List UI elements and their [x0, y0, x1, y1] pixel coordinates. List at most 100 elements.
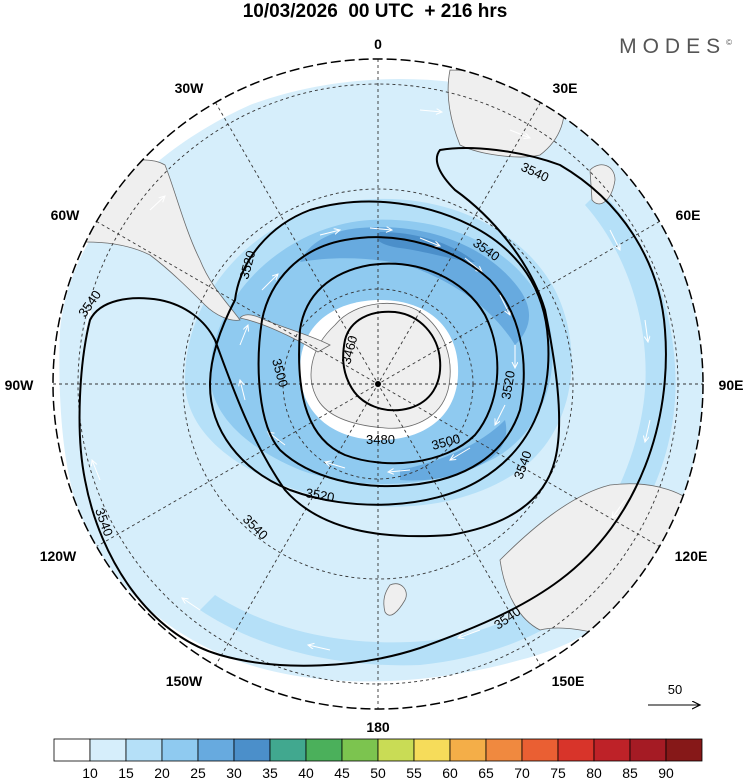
- wind-arrow: [319, 230, 340, 236]
- wind-arrow: [149, 196, 165, 211]
- wind-arrow: [464, 257, 482, 272]
- colorbar-swatch: [269, 738, 307, 762]
- colorbar-swatch: [377, 738, 415, 762]
- longitude-labels: 0 30E 60E 90E 120E 150E 180 150W 120W 90…: [5, 36, 744, 735]
- wind-arrow: [84, 310, 90, 331]
- colorbar-swatch: [413, 738, 451, 762]
- colorbar-swatch: [593, 738, 631, 762]
- colorbar-tick-label: 85: [622, 765, 638, 781]
- wind-arrow: [388, 470, 411, 472]
- colorbar-tick-label: 60: [442, 765, 458, 781]
- colorbar-swatch: [521, 738, 559, 762]
- wind-arrow: [325, 462, 346, 469]
- colorbar-tick-label: 45: [334, 765, 350, 781]
- colorbar-tick-label: 80: [586, 765, 602, 781]
- wind-arrow: [612, 499, 626, 518]
- wind-vectors: [84, 110, 651, 651]
- colorbar-tick-label: 90: [658, 765, 674, 781]
- lon-label-120e: 120E: [675, 548, 708, 564]
- wind-arrow: [92, 460, 101, 481]
- wind-arrow: [240, 380, 246, 401]
- contour-label-3520: 3520: [304, 485, 335, 505]
- wind-arrow: [261, 274, 278, 291]
- colorbar-swatch: [341, 738, 379, 762]
- contour-3480: [298, 262, 499, 465]
- colorbar-tick-label: 65: [478, 765, 494, 781]
- colorbar: 10 15 20 25 30 35 40 45 50 55 60 65 70 75 80 85 90: [53, 738, 703, 781]
- colorbar-swatch: [665, 738, 703, 762]
- lon-label-120w: 120W: [40, 548, 77, 564]
- contour-3500: [257, 236, 525, 488]
- wind-band-south: [200, 595, 560, 666]
- wind-arrow: [495, 404, 506, 425]
- contour-3540-outer: [78, 147, 667, 667]
- reference-vector: 50: [648, 682, 700, 705]
- wind-arrow: [645, 419, 651, 442]
- colorbar-swatch: [161, 738, 199, 762]
- contour-label-3520: 3520: [498, 369, 518, 400]
- colorbar-swatch: [89, 738, 127, 762]
- colorbar-swatch: [305, 738, 343, 762]
- jet-core: [300, 227, 530, 345]
- colorbar-tick-label: 50: [370, 765, 386, 781]
- colorbar-swatch: [125, 738, 163, 762]
- wind-arrow: [419, 237, 440, 246]
- colorbar-tick-label: 75: [550, 765, 566, 781]
- colorbar-tick-label: 25: [190, 765, 206, 781]
- contour-label-3460: 3460: [338, 334, 360, 366]
- reference-vector-label: 50: [668, 682, 682, 697]
- colorbar-tick-label: 70: [514, 765, 530, 781]
- colorbar-swatch: [485, 738, 523, 762]
- contour-label-3500: 3500: [269, 357, 291, 389]
- brand-logo: MODES©: [619, 35, 732, 59]
- lon-label-30e: 30E: [553, 80, 578, 96]
- africa: [447, 69, 565, 158]
- wind-arrow: [509, 129, 530, 138]
- colorbar-swatch: [629, 738, 667, 762]
- colorbar-swatch: [233, 738, 271, 762]
- lon-label-0: 0: [374, 36, 382, 52]
- lon-label-180: 180: [366, 719, 390, 735]
- wind-arrow: [419, 110, 442, 112]
- lon-label-90w: 90W: [5, 377, 35, 393]
- wind-arrow: [450, 447, 471, 460]
- colorbar-tick-label: 40: [298, 765, 314, 781]
- lon-label-30w: 30W: [175, 80, 205, 96]
- lon-label-90e: 90E: [719, 377, 744, 393]
- map-border: [52, 58, 704, 710]
- colorbar-tick-label: 15: [118, 765, 134, 781]
- madagascar: [589, 164, 616, 205]
- colorbar-swatch: [449, 738, 487, 762]
- contour-label-3520: 3520: [236, 249, 258, 281]
- south-pole-marker: [375, 381, 381, 387]
- wind-band-east: [585, 190, 676, 560]
- contours: [78, 147, 667, 667]
- wind-arrow: [182, 598, 201, 611]
- wind-arrow: [499, 294, 510, 315]
- wind-arrow: [308, 645, 331, 651]
- contour-label-3500: 3500: [430, 431, 462, 453]
- wind-arrow: [609, 229, 620, 250]
- contour-3460: [342, 310, 442, 412]
- contour-label-3480: 3480: [366, 432, 395, 447]
- lat-circle-50s: [182, 188, 574, 580]
- colorbar-swatch: [53, 738, 91, 762]
- lon-label-150e: 150E: [552, 673, 585, 689]
- colorbar-tick-label: 20: [154, 765, 170, 781]
- colorbar-swatch: [197, 738, 235, 762]
- wind-arrow: [239, 325, 248, 346]
- wind-arrow: [645, 319, 648, 342]
- wind-arrow: [369, 228, 392, 230]
- colorbar-tick-label: 10: [82, 765, 98, 781]
- colorbar-tick-label: 35: [262, 765, 278, 781]
- map-title: 10/03/2026 00 UTC + 216 hrs: [242, 1, 508, 22]
- colorbar-swatch: [557, 738, 595, 762]
- new-zealand: [383, 583, 407, 616]
- brand-mark: ©: [726, 38, 732, 47]
- map-disk: 3540 3540 3540 3540 3540 3540 3540 3520 …: [53, 59, 703, 709]
- colorbar-tick-label: 30: [226, 765, 242, 781]
- wind-arrow: [458, 629, 481, 638]
- antarctic-peninsula: [239, 314, 331, 353]
- brand-text: MODES: [619, 35, 727, 58]
